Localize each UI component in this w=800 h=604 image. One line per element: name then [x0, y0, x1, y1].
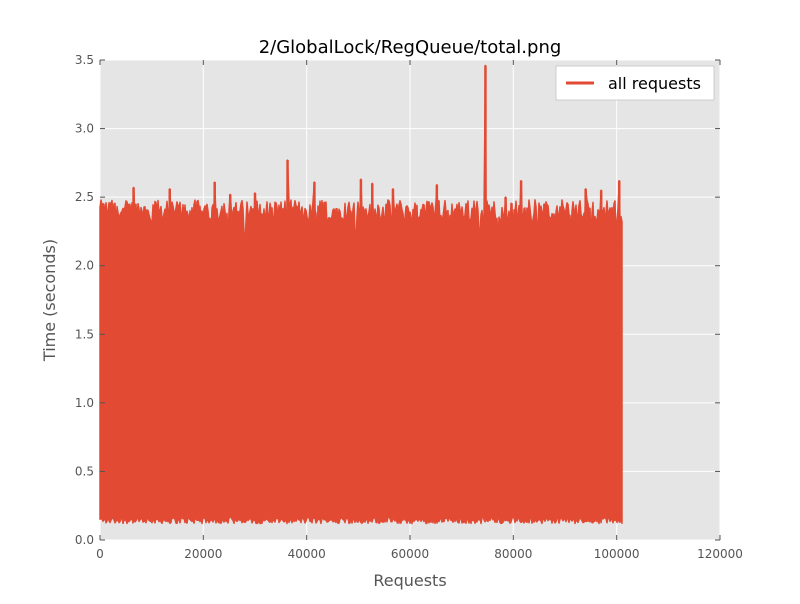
- x-tick-label: 60000: [391, 547, 429, 561]
- x-tick-label: 0: [96, 547, 104, 561]
- x-tick-label: 100000: [594, 547, 640, 561]
- chart-title: 2/GlobalLock/RegQueue/total.png: [259, 37, 562, 58]
- legend: all requests: [555, 65, 715, 101]
- legend-label: all requests: [608, 74, 701, 93]
- y-tick-label: 2.5: [75, 190, 94, 204]
- y-tick-label: 1.5: [75, 327, 94, 341]
- x-axis-label: Requests: [373, 571, 446, 590]
- x-tick-label: 40000: [288, 547, 326, 561]
- x-tick-label: 20000: [184, 547, 222, 561]
- y-tick-label: 2.0: [75, 259, 94, 273]
- y-tick-label: 0.5: [75, 464, 94, 478]
- y-tick-label: 3.0: [75, 122, 94, 136]
- x-tick-label: 120000: [697, 547, 743, 561]
- series-layer: [99, 64, 623, 525]
- series-all-requests: [99, 64, 623, 525]
- y-tick-label: 0.0: [75, 533, 94, 547]
- y-tick-label: 3.5: [75, 53, 94, 67]
- axes: 0 20000 40000 60000 80000 100000 120000 0.0 0.5 1…: [75, 53, 743, 561]
- y-axis-label: Time (seconds): [40, 239, 59, 362]
- y-tick-label: 1.0: [75, 396, 94, 410]
- x-tick-label: 80000: [494, 547, 532, 561]
